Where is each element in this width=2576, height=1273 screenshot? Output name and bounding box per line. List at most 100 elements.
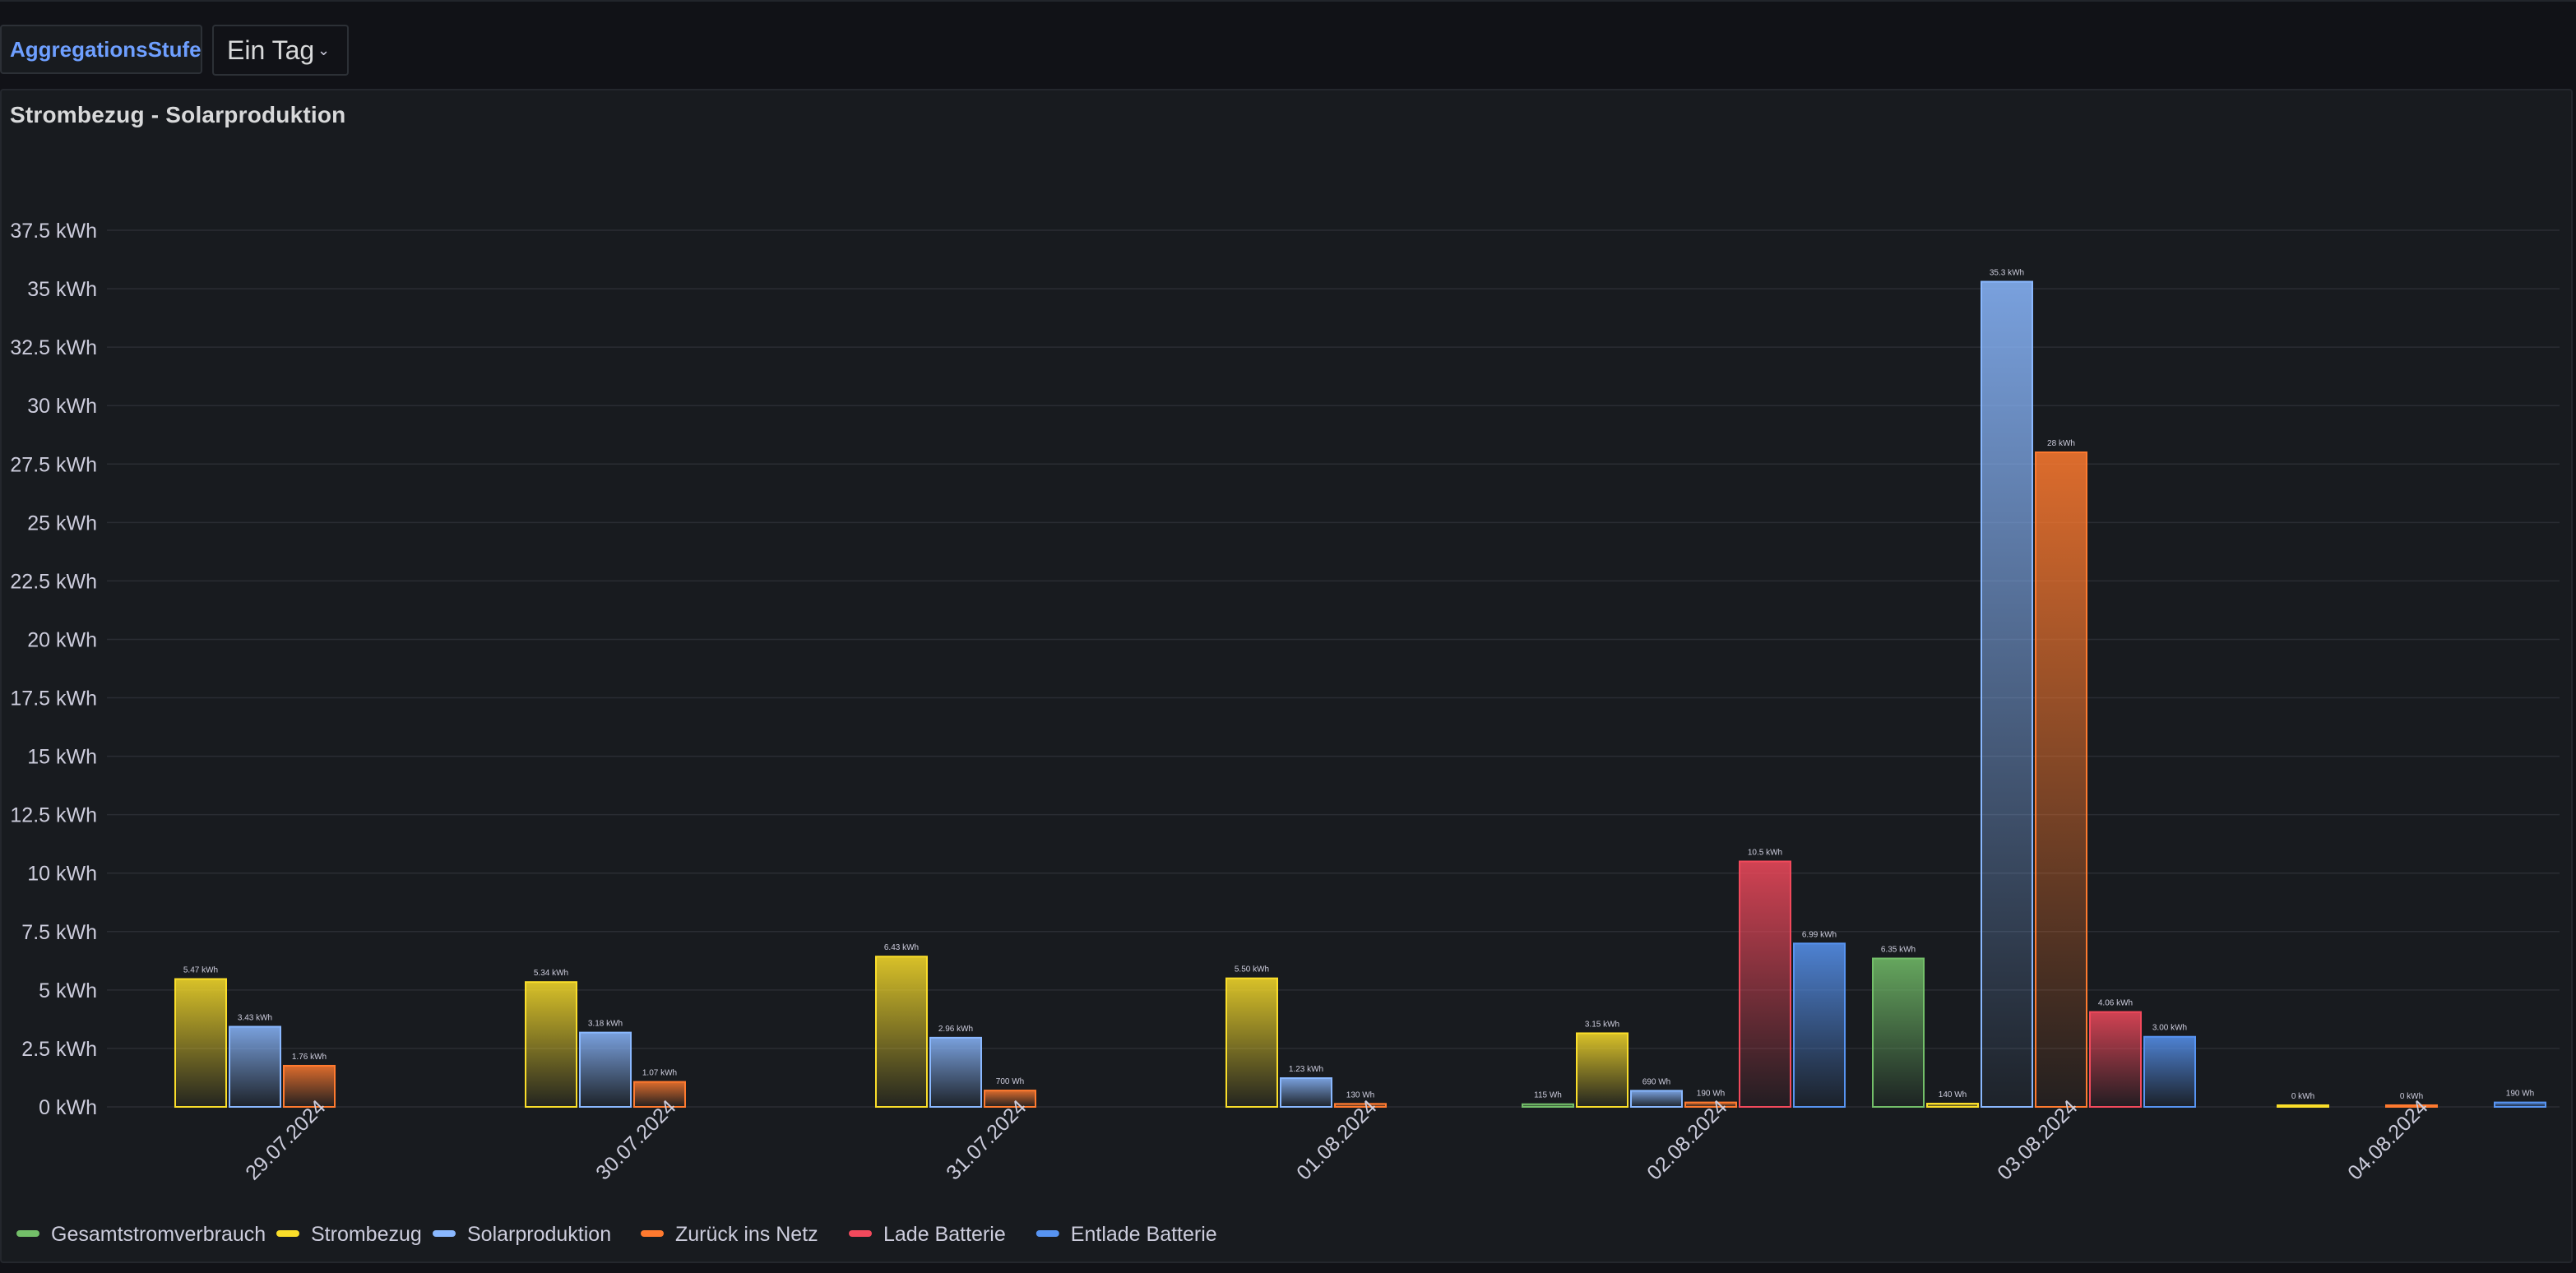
- y-tick-label: 25 kWh: [27, 512, 97, 535]
- bar-data-label: 190 Wh: [2506, 1090, 2534, 1099]
- legend-label: Strombezug: [311, 1223, 422, 1246]
- legend-swatch: [276, 1230, 299, 1237]
- legend-label: Zurück ins Netz: [675, 1223, 818, 1246]
- y-tick-label: 5 kWh: [39, 979, 97, 1002]
- bar-strombezug-02.08.2024: [1576, 1032, 1629, 1109]
- bar-solarproduktion-31.07.2024: [929, 1036, 982, 1108]
- y-tick-label: 17.5 kWh: [10, 687, 97, 711]
- x-tick-label: 03.08.2024: [1993, 1095, 2082, 1184]
- y-tick-label: 35 kWh: [27, 278, 97, 301]
- bar-zur-ck-ins-netz-30.07.2024: [633, 1081, 686, 1109]
- bar-zur-ck-ins-netz-29.07.2024: [283, 1064, 336, 1109]
- x-tick-label: 31.07.2024: [942, 1095, 1031, 1184]
- bar-entlade-batterie-03.08.2024: [2143, 1035, 2196, 1108]
- bar-solarproduktion-03.08.2024: [1981, 280, 2033, 1108]
- bar-zur-ck-ins-netz-31.07.2024: [984, 1090, 1036, 1108]
- bar-data-label: 690 Wh: [1642, 1077, 1670, 1086]
- legend-label: Solarproduktion: [467, 1223, 611, 1246]
- y-tick-label: 32.5 kWh: [10, 336, 97, 359]
- bar-zur-ck-ins-netz-04.08.2024: [2385, 1104, 2438, 1108]
- bar-data-label: 3.00 kWh: [2152, 1024, 2187, 1033]
- bar-data-label: 5.34 kWh: [534, 969, 568, 978]
- y-tick-label: 7.5 kWh: [21, 921, 97, 944]
- bar-strombezug-03.08.2024: [1926, 1103, 1979, 1108]
- legend-label: Entlade Batterie: [1071, 1223, 1217, 1246]
- bar-data-label: 5.47 kWh: [183, 966, 218, 975]
- bar-zur-ck-ins-netz-01.08.2024: [1334, 1103, 1387, 1109]
- legend-swatch: [1035, 1230, 1059, 1237]
- bar-data-label: 2.96 kWh: [938, 1025, 973, 1034]
- legend-label: Lade Batterie: [883, 1223, 1006, 1246]
- x-tick-label: 29.07.2024: [241, 1095, 330, 1184]
- bar-data-label: 3.15 kWh: [1585, 1020, 1619, 1029]
- dashboard-variables-bar: AggregationsStufe Ein Tag ⌄: [0, 0, 2576, 84]
- y-axis: 0 kWh 2.5 kWh 5 kWh 7.5 kWh 10 kWh 12.5 kWh 15…: [10, 220, 97, 1119]
- bar-data-label: 115 Wh: [1534, 1091, 1562, 1100]
- bar-solarproduktion-01.08.2024: [1280, 1077, 1332, 1108]
- y-tick-label: 37.5 kWh: [10, 220, 97, 243]
- y-tick-label: 22.5 kWh: [10, 570, 97, 593]
- bar-gesamtstromverbrauch-03.08.2024: [1872, 957, 1925, 1109]
- bar-data-label: 4.06 kWh: [2098, 999, 2133, 1008]
- bar-data-label: 6.35 kWh: [1881, 945, 1916, 954]
- bar-data-label: 1.07 kWh: [642, 1069, 677, 1078]
- chevron-down-icon: ⌄: [317, 42, 331, 58]
- bar-data-label: 6.43 kWh: [884, 943, 919, 952]
- x-axis: 29.07.2024 30.07.2024 31.07.2024 01.08.2024…: [241, 1095, 2432, 1184]
- bar-solarproduktion-29.07.2024: [229, 1025, 281, 1109]
- aggregation-level-value: Ein Tag: [227, 35, 315, 65]
- bar-data-label: 0 kWh: [2291, 1092, 2314, 1101]
- bar-data-label: 140 Wh: [1939, 1090, 1967, 1099]
- x-tick-label: 30.07.2024: [591, 1095, 680, 1184]
- bar-data-label: 3.18 kWh: [588, 1020, 623, 1029]
- y-tick-label: 12.5 kWh: [10, 804, 97, 827]
- y-tick-label: 27.5 kWh: [10, 453, 97, 476]
- bar-strombezug-29.07.2024: [174, 978, 227, 1108]
- bar-solarproduktion-30.07.2024: [579, 1031, 632, 1108]
- bar-lade-batterie-02.08.2024: [1739, 860, 1791, 1109]
- bar-gesamtstromverbrauch-02.08.2024: [1522, 1103, 1574, 1109]
- variable-label-aggregationsstufe: AggregationsStufe: [0, 25, 202, 74]
- legend-swatch: [849, 1230, 872, 1237]
- legend-swatch: [641, 1230, 664, 1237]
- x-tick-label: 01.08.2024: [1292, 1095, 1381, 1184]
- bar-entlade-batterie-02.08.2024: [1793, 942, 1846, 1108]
- bar-strombezug-01.08.2024: [1225, 977, 1278, 1108]
- legend-swatch: [433, 1230, 456, 1237]
- bar-zur-ck-ins-netz-03.08.2024: [2035, 451, 2087, 1108]
- bar-data-label: 10.5 kWh: [1748, 849, 1782, 858]
- chart-legend: Gesamtstromverbrauch Strombezug Solarprodu…: [16, 1223, 1217, 1246]
- bar-data-label: 3.43 kWh: [238, 1013, 272, 1022]
- bar-strombezug-04.08.2024: [2277, 1104, 2329, 1108]
- chart-grid: [107, 229, 2560, 1108]
- bar-entlade-batterie-04.08.2024: [2494, 1101, 2546, 1108]
- y-tick-label: 2.5 kWh: [21, 1038, 97, 1061]
- bar-data-label: 700 Wh: [996, 1077, 1024, 1086]
- bar-data-label: 1.23 kWh: [1289, 1065, 1323, 1074]
- x-tick-label: 02.08.2024: [1642, 1095, 1731, 1184]
- y-tick-label: 0 kWh: [39, 1096, 97, 1119]
- bar-data-label: 6.99 kWh: [1802, 930, 1837, 939]
- bar-solarproduktion-02.08.2024: [1630, 1090, 1683, 1109]
- x-tick-label: 04.08.2024: [2343, 1095, 2432, 1184]
- y-tick-label: 15 kWh: [27, 746, 97, 769]
- legend-label: Gesamtstromverbrauch: [51, 1223, 266, 1246]
- bar-data-label: 190 Wh: [1697, 1090, 1725, 1099]
- bar-data-label: 5.50 kWh: [1235, 965, 1269, 974]
- y-tick-label: 30 kWh: [27, 395, 97, 418]
- chart-bars: 5.47 kWh 3.43 kWh 1.76 kWh 5.34 kWh 3.18 kWh…: [174, 269, 2546, 1109]
- y-tick-label: 20 kWh: [27, 628, 97, 651]
- aggregation-level-select[interactable]: Ein Tag ⌄: [212, 25, 349, 76]
- bar-data-label: 130 Wh: [1346, 1090, 1374, 1099]
- bar-strombezug-30.07.2024: [525, 981, 577, 1109]
- bar-lade-batterie-03.08.2024: [2089, 1011, 2142, 1109]
- bar-data-label: 0 kWh: [2400, 1092, 2423, 1101]
- bar-strombezug-31.07.2024: [875, 956, 928, 1109]
- bar-data-label: 1.76 kWh: [292, 1053, 327, 1062]
- y-tick-label: 10 kWh: [27, 863, 97, 886]
- bar-zur-ck-ins-netz-02.08.2024: [1684, 1101, 1737, 1108]
- legend-swatch: [16, 1230, 39, 1237]
- panel-title: Strombezug - Solarproduktion: [10, 102, 346, 127]
- bar-data-label: 28 kWh: [2047, 439, 2075, 448]
